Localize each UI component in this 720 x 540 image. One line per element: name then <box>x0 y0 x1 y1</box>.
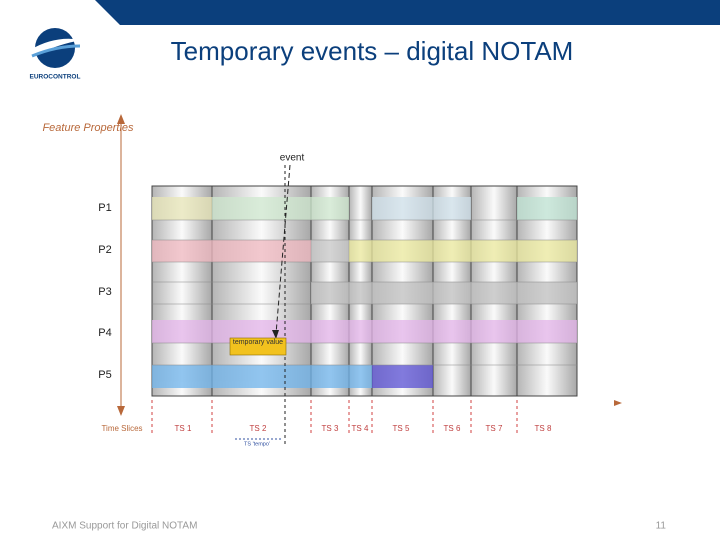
tempo-label: TS 'tempo' <box>244 441 270 447</box>
time-slice-label: TS 4 <box>352 424 369 433</box>
event-arrow <box>275 164 291 335</box>
page-number: 11 <box>656 521 667 532</box>
y-axis-label: Feature Properties <box>42 122 134 134</box>
property-bands <box>152 197 577 388</box>
logo: EUROCONTROL <box>30 28 82 81</box>
temporary-value: temporary value <box>232 339 284 346</box>
property-label: P1 <box>98 202 111 214</box>
row-lines <box>152 219 577 366</box>
time-slice-label: TS 8 <box>535 424 552 433</box>
x-axis-label: Time Slices <box>101 424 142 433</box>
time-slice-label: TS 3 <box>322 424 339 433</box>
property-label: P3 <box>98 286 111 298</box>
time-slice-label: TS 7 <box>486 424 503 433</box>
footer-text: AIXM Support for Digital NOTAM <box>52 521 197 532</box>
property-label: P5 <box>98 369 111 381</box>
time-slice-label: TS 1 <box>175 424 192 433</box>
logo-text: EUROCONTROL <box>30 74 81 81</box>
event-label: event <box>280 153 305 164</box>
temporary-value-box <box>229 337 287 356</box>
header-band <box>95 0 720 25</box>
time-slice-label: TS 2 <box>250 424 267 433</box>
time-slice-label: TS 5 <box>393 424 410 433</box>
slide-title: Temporary events – digital NOTAM <box>171 36 574 66</box>
axes <box>117 114 622 416</box>
event-arrowhead <box>272 330 279 339</box>
property-label: P2 <box>98 244 111 256</box>
temporary-value-text: temporary value <box>232 339 284 346</box>
time-slice-columns <box>151 185 578 397</box>
property-label: P4 <box>98 327 111 339</box>
time-slice-label: TS 6 <box>444 424 461 433</box>
